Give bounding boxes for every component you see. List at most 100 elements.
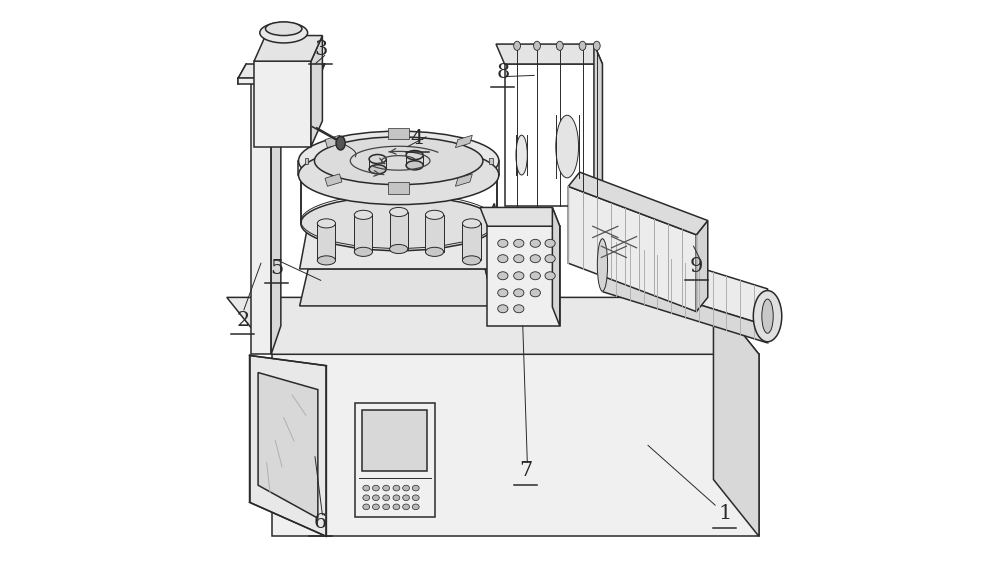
Polygon shape [311, 35, 322, 146]
Ellipse shape [354, 210, 372, 220]
Polygon shape [602, 237, 768, 326]
Ellipse shape [545, 272, 555, 280]
Ellipse shape [317, 219, 335, 228]
Ellipse shape [372, 495, 379, 500]
Polygon shape [455, 174, 472, 186]
Polygon shape [325, 135, 342, 148]
Ellipse shape [498, 255, 508, 263]
Ellipse shape [593, 41, 600, 50]
Polygon shape [455, 135, 472, 148]
Polygon shape [485, 249, 503, 306]
Ellipse shape [462, 219, 481, 228]
Ellipse shape [545, 255, 555, 263]
Polygon shape [425, 215, 444, 252]
Ellipse shape [545, 239, 555, 247]
Ellipse shape [516, 135, 527, 175]
Polygon shape [713, 297, 759, 537]
Ellipse shape [301, 196, 497, 251]
Ellipse shape [403, 504, 409, 510]
Ellipse shape [762, 299, 773, 333]
Ellipse shape [534, 41, 540, 50]
Ellipse shape [314, 137, 483, 185]
Ellipse shape [498, 272, 508, 280]
Ellipse shape [597, 239, 608, 291]
Ellipse shape [383, 485, 390, 491]
Ellipse shape [412, 485, 419, 491]
Polygon shape [354, 215, 372, 252]
Polygon shape [602, 275, 768, 343]
Ellipse shape [393, 485, 400, 491]
Ellipse shape [383, 504, 390, 510]
Polygon shape [388, 128, 409, 139]
Polygon shape [254, 35, 322, 61]
Polygon shape [250, 355, 326, 537]
Polygon shape [238, 78, 317, 84]
Ellipse shape [260, 22, 308, 43]
Ellipse shape [530, 272, 540, 280]
Text: 2: 2 [236, 311, 249, 329]
Ellipse shape [412, 504, 419, 510]
Polygon shape [485, 204, 503, 269]
Polygon shape [568, 186, 696, 312]
Polygon shape [568, 172, 708, 235]
Polygon shape [489, 158, 493, 164]
Ellipse shape [403, 485, 409, 491]
Text: 9: 9 [690, 257, 703, 276]
Ellipse shape [406, 150, 423, 160]
Polygon shape [362, 410, 427, 471]
Polygon shape [462, 224, 481, 260]
Ellipse shape [390, 244, 408, 253]
Ellipse shape [753, 291, 782, 342]
Polygon shape [325, 174, 342, 186]
Ellipse shape [412, 495, 419, 500]
Ellipse shape [556, 115, 579, 178]
Text: 3: 3 [314, 40, 327, 59]
Ellipse shape [383, 495, 390, 500]
Polygon shape [594, 44, 602, 206]
Polygon shape [227, 297, 759, 354]
Polygon shape [355, 403, 435, 517]
Ellipse shape [363, 495, 370, 500]
Ellipse shape [514, 305, 524, 313]
Polygon shape [251, 78, 271, 354]
Ellipse shape [556, 41, 563, 50]
Ellipse shape [514, 255, 524, 263]
Ellipse shape [393, 504, 400, 510]
Ellipse shape [530, 255, 540, 263]
Polygon shape [496, 44, 602, 64]
Ellipse shape [514, 239, 524, 247]
Ellipse shape [363, 485, 370, 491]
Polygon shape [317, 224, 335, 260]
Ellipse shape [298, 145, 499, 205]
Polygon shape [388, 182, 409, 194]
Ellipse shape [298, 131, 499, 190]
Ellipse shape [514, 272, 524, 280]
Polygon shape [487, 227, 560, 326]
Ellipse shape [406, 161, 423, 170]
Text: 6: 6 [314, 513, 327, 532]
Polygon shape [251, 55, 281, 78]
Ellipse shape [498, 305, 508, 313]
Ellipse shape [514, 41, 520, 50]
Text: 8: 8 [496, 63, 509, 82]
Text: 4: 4 [411, 129, 424, 148]
Polygon shape [238, 64, 325, 78]
Polygon shape [390, 212, 408, 249]
Polygon shape [254, 61, 311, 146]
Ellipse shape [390, 208, 408, 217]
Text: 7: 7 [519, 462, 532, 480]
Ellipse shape [369, 165, 386, 174]
Ellipse shape [530, 239, 540, 247]
Ellipse shape [393, 495, 400, 500]
Ellipse shape [425, 210, 444, 220]
Ellipse shape [354, 247, 372, 256]
Ellipse shape [530, 289, 540, 297]
Polygon shape [300, 224, 494, 269]
Polygon shape [305, 158, 308, 164]
Ellipse shape [462, 256, 481, 265]
Polygon shape [271, 55, 281, 354]
Polygon shape [272, 354, 759, 537]
Ellipse shape [265, 22, 302, 35]
Polygon shape [480, 208, 560, 227]
Ellipse shape [372, 485, 379, 491]
